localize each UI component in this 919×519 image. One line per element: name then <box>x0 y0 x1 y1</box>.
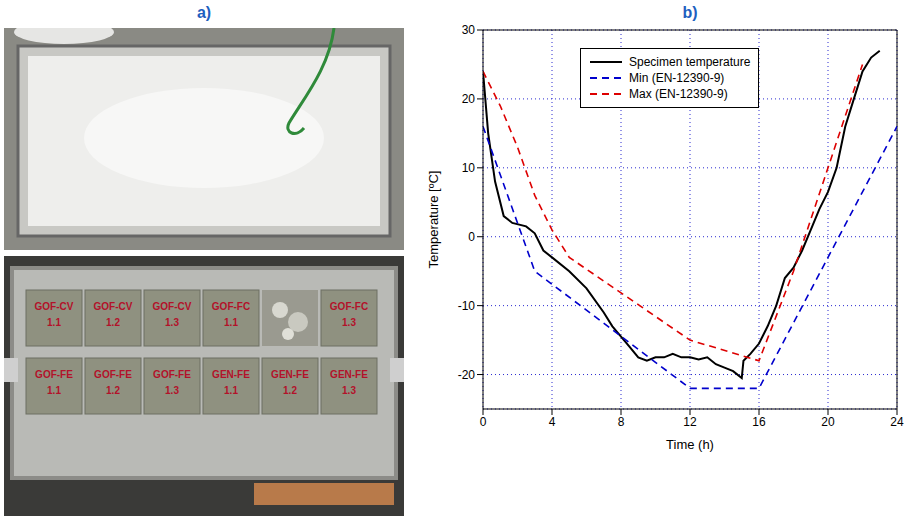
svg-text:GOF-FE: GOF-FE <box>94 369 132 380</box>
svg-text:1.1: 1.1 <box>224 317 238 328</box>
html-text:Specimen temperature: Specimen temperature <box>629 55 751 69</box>
svg-text:1.1: 1.1 <box>224 385 238 396</box>
svg-text:GEN-FE: GEN-FE <box>330 369 368 380</box>
html-text:Max (EN-12390-9): Max (EN-12390-9) <box>629 87 728 101</box>
svg-text:GOF-FC: GOF-FC <box>330 301 368 312</box>
svg-text:GOF-CV: GOF-CV <box>153 301 192 312</box>
svg-text:30: 30 <box>462 23 476 37</box>
svg-text:GOF-FE: GOF-FE <box>153 369 191 380</box>
svg-text:1.3: 1.3 <box>342 385 356 396</box>
svg-text:4: 4 <box>549 415 556 429</box>
html-text:a): a) <box>196 4 212 21</box>
svg-text:-20: -20 <box>458 368 476 382</box>
svg-text:0: 0 <box>468 230 475 244</box>
svg-text:1.1: 1.1 <box>47 317 61 328</box>
svg-text:1.2: 1.2 <box>106 385 120 396</box>
svg-text:GOF-FE: GOF-FE <box>35 369 73 380</box>
html-text:b): b) <box>682 4 698 21</box>
svg-text:12: 12 <box>683 415 697 429</box>
svg-text:20: 20 <box>462 92 476 106</box>
html-text:Min (EN-12390-9): Min (EN-12390-9) <box>629 71 725 85</box>
svg-text:16: 16 <box>752 415 766 429</box>
svg-text:Temperature [ºC]: Temperature [ºC] <box>426 171 441 269</box>
svg-text:1.3: 1.3 <box>165 317 179 328</box>
svg-text:0: 0 <box>480 415 487 429</box>
svg-text:1.2: 1.2 <box>283 385 297 396</box>
svg-text:1.3: 1.3 <box>342 317 356 328</box>
svg-text:1.3: 1.3 <box>165 385 179 396</box>
svg-text:Time (h): Time (h) <box>666 437 714 452</box>
svg-text:20: 20 <box>821 415 835 429</box>
svg-text:-10: -10 <box>458 299 476 313</box>
svg-text:GOF-FC: GOF-FC <box>212 301 250 312</box>
svg-text:GEN-FE: GEN-FE <box>271 369 309 380</box>
svg-text:8: 8 <box>618 415 625 429</box>
svg-text:GOF-CV: GOF-CV <box>35 301 74 312</box>
svg-text:GEN-FE: GEN-FE <box>212 369 250 380</box>
svg-text:1.2: 1.2 <box>106 317 120 328</box>
svg-text:10: 10 <box>462 161 476 175</box>
svg-text:24: 24 <box>890 415 904 429</box>
svg-text:GOF-CV: GOF-CV <box>94 301 133 312</box>
svg-text:1.1: 1.1 <box>47 385 61 396</box>
